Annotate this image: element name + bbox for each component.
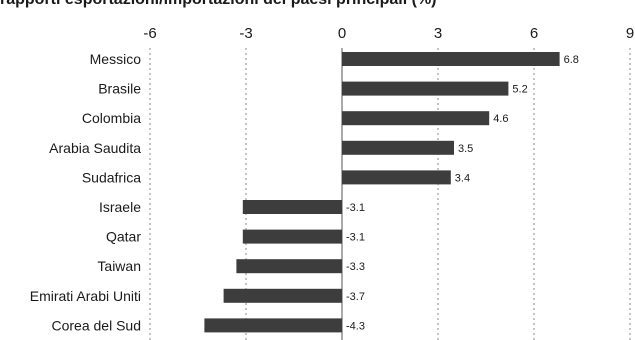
bar: [242, 229, 342, 244]
value-labels: 6.8 5.2 4.6 3.5 3.4 -3.1 -3.1 -3.3 -3.7 -4.3: [346, 54, 579, 332]
chart-title: rapporti esportazioni/importazioni dei p…: [0, 0, 635, 10]
x-tick-label: 9: [626, 25, 634, 42]
bar: [204, 318, 342, 333]
data-label: -3.1: [346, 232, 365, 244]
data-label: -3.7: [346, 291, 365, 303]
category-label: Israele: [99, 199, 141, 215]
category-label: Arabia Saudita: [49, 140, 141, 156]
bars: [204, 52, 560, 333]
category-label: Qatar: [106, 229, 141, 245]
category-label: Colombia: [82, 110, 141, 126]
bar: [342, 111, 490, 126]
bar: [342, 170, 451, 185]
category-label: Taiwan: [97, 258, 141, 274]
x-axis-ticks: -6 -3 0 3 6 9: [143, 25, 634, 42]
x-tick-label: -6: [143, 25, 156, 42]
x-tick-label: 0: [338, 25, 346, 42]
bar: [342, 140, 454, 155]
category-label: Emirati Arabi Uniti: [30, 288, 141, 304]
bar: [342, 52, 560, 66]
category-label: Messico: [90, 51, 142, 67]
category-label: Brasile: [98, 81, 141, 97]
bar: [242, 200, 342, 214]
data-label: 3.4: [455, 172, 470, 184]
category-labels: Messico Brasile Colombia Arabia Saudita Suda…: [30, 51, 142, 333]
x-tick-label: -3: [239, 25, 252, 42]
bar: [223, 288, 342, 303]
data-label: -3.3: [346, 261, 365, 273]
x-tick-label: 3: [434, 25, 442, 42]
x-tick-label: 6: [530, 25, 538, 42]
bar: [342, 81, 509, 96]
data-label: 5.2: [512, 84, 527, 96]
data-label: -3.1: [346, 202, 365, 214]
category-label: Corea del Sud: [51, 317, 141, 333]
data-label: 4.6: [493, 113, 508, 125]
data-label: -4.3: [346, 320, 365, 332]
data-label: 3.5: [458, 143, 473, 155]
bar: [236, 259, 342, 274]
data-label: 6.8: [564, 54, 579, 66]
category-label: Sudafrica: [82, 169, 141, 185]
